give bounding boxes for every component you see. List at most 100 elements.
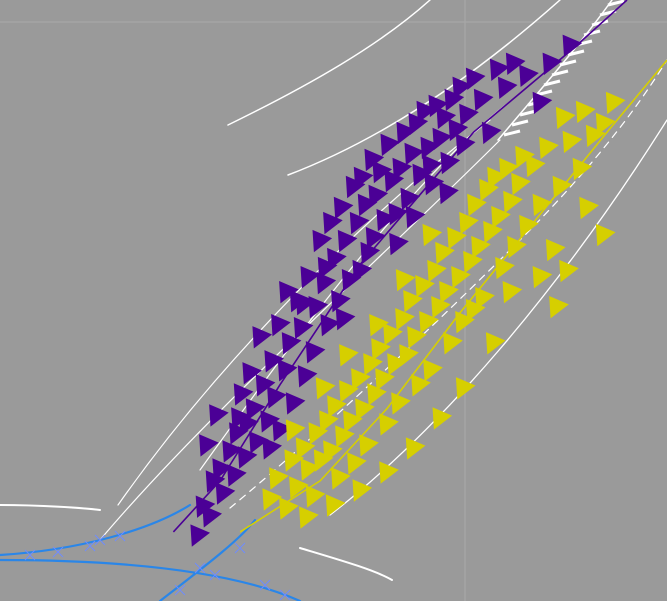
data-point	[199, 434, 219, 457]
data-point	[237, 446, 258, 469]
data-point	[227, 464, 247, 487]
data-point	[323, 440, 343, 463]
data-point	[605, 91, 626, 115]
fit-line-series-1	[239, 59, 667, 533]
data-point	[525, 154, 546, 178]
data-point	[315, 377, 336, 400]
data-point	[327, 395, 347, 418]
data-point	[519, 214, 539, 238]
data-point	[368, 184, 389, 208]
data-point	[357, 193, 378, 217]
data-point	[285, 419, 306, 442]
data-point	[405, 437, 426, 460]
data-point	[300, 266, 321, 289]
decor-x-mark	[94, 534, 106, 546]
data-point	[305, 341, 326, 364]
data-point	[487, 166, 507, 190]
data-point	[347, 452, 367, 475]
data-point	[331, 290, 351, 313]
data-point	[190, 524, 210, 547]
data-point	[415, 275, 435, 298]
data-point	[353, 166, 374, 190]
data-point	[585, 124, 606, 148]
decor-x-mark	[24, 549, 36, 561]
data-point	[422, 223, 443, 247]
decor-x-mark	[84, 540, 96, 552]
data-point	[459, 211, 479, 235]
series-1	[262, 91, 626, 529]
data-point	[475, 287, 495, 310]
data-point	[432, 407, 453, 430]
data-point	[396, 121, 417, 145]
decor-x-mark	[174, 584, 186, 596]
decor-curve	[497, 0, 613, 141]
decor-x-mark	[194, 562, 206, 574]
data-point	[339, 344, 359, 367]
data-point	[483, 220, 503, 244]
data-point	[383, 323, 403, 346]
data-point	[289, 476, 309, 499]
data-point	[222, 440, 242, 463]
data-point	[455, 377, 476, 400]
data-point	[595, 112, 616, 136]
data-point	[444, 88, 465, 112]
data-point	[431, 296, 451, 319]
data-point	[404, 142, 425, 166]
data-point	[485, 332, 506, 355]
data-point	[391, 392, 411, 415]
decor-curve	[227, 0, 431, 126]
data-point	[277, 359, 298, 382]
data-point	[252, 326, 272, 349]
data-point	[359, 434, 379, 457]
data-point	[215, 482, 236, 505]
data-point	[400, 187, 421, 211]
data-point	[285, 392, 306, 415]
decor-curve	[0, 503, 192, 557]
data-point	[267, 386, 287, 409]
data-point	[552, 175, 573, 199]
data-point	[532, 266, 553, 289]
data-point	[479, 178, 499, 202]
data-point	[408, 112, 429, 136]
data-point	[388, 202, 409, 226]
data-point	[532, 91, 553, 115]
data-point	[379, 413, 399, 436]
data-point	[375, 368, 395, 391]
data-point	[335, 425, 355, 448]
data-point	[459, 103, 479, 127]
data-point	[424, 172, 445, 196]
data-point	[355, 398, 375, 421]
data-point	[447, 226, 467, 250]
data-point	[422, 154, 443, 178]
data-point	[367, 383, 387, 406]
data-point	[503, 190, 523, 214]
data-point	[511, 172, 531, 196]
data-point	[363, 353, 383, 376]
data-point	[305, 485, 326, 508]
data-point	[412, 163, 433, 187]
data-point	[439, 181, 459, 205]
data-point	[448, 118, 469, 142]
data-point	[320, 314, 341, 337]
data-point	[495, 256, 515, 280]
data-point	[435, 241, 455, 265]
data-point	[411, 374, 431, 397]
data-point	[262, 437, 282, 460]
data-point	[379, 461, 399, 484]
data-point	[549, 296, 569, 319]
data-point	[419, 311, 439, 334]
data-point	[279, 281, 299, 304]
data-point	[360, 241, 381, 265]
data-point	[333, 196, 354, 220]
data-point	[279, 497, 299, 520]
data-point	[403, 290, 423, 313]
decor-x-mark	[259, 579, 271, 591]
data-point	[343, 410, 363, 433]
data-point	[264, 350, 284, 373]
data-point	[562, 34, 583, 57]
data-point	[312, 229, 333, 253]
data-point	[481, 121, 502, 145]
data-point	[205, 470, 226, 493]
